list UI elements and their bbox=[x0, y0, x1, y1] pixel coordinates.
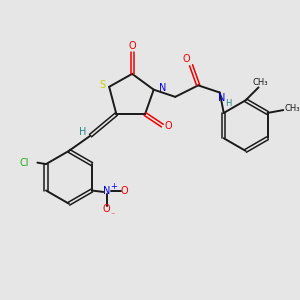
Text: H: H bbox=[225, 99, 231, 108]
Text: N: N bbox=[218, 93, 225, 103]
Text: O: O bbox=[128, 41, 136, 51]
Text: O: O bbox=[121, 186, 128, 196]
Text: O: O bbox=[103, 204, 111, 214]
Text: Cl: Cl bbox=[19, 158, 29, 168]
Text: N: N bbox=[103, 186, 110, 196]
Text: ⁻: ⁻ bbox=[110, 210, 115, 219]
Text: O: O bbox=[165, 121, 172, 130]
Text: O: O bbox=[182, 54, 190, 64]
Text: CH₃: CH₃ bbox=[252, 78, 268, 87]
Text: +: + bbox=[110, 182, 116, 191]
Text: S: S bbox=[100, 80, 106, 90]
Text: N: N bbox=[159, 83, 166, 93]
Text: CH₃: CH₃ bbox=[285, 104, 300, 113]
Text: H: H bbox=[79, 127, 86, 137]
